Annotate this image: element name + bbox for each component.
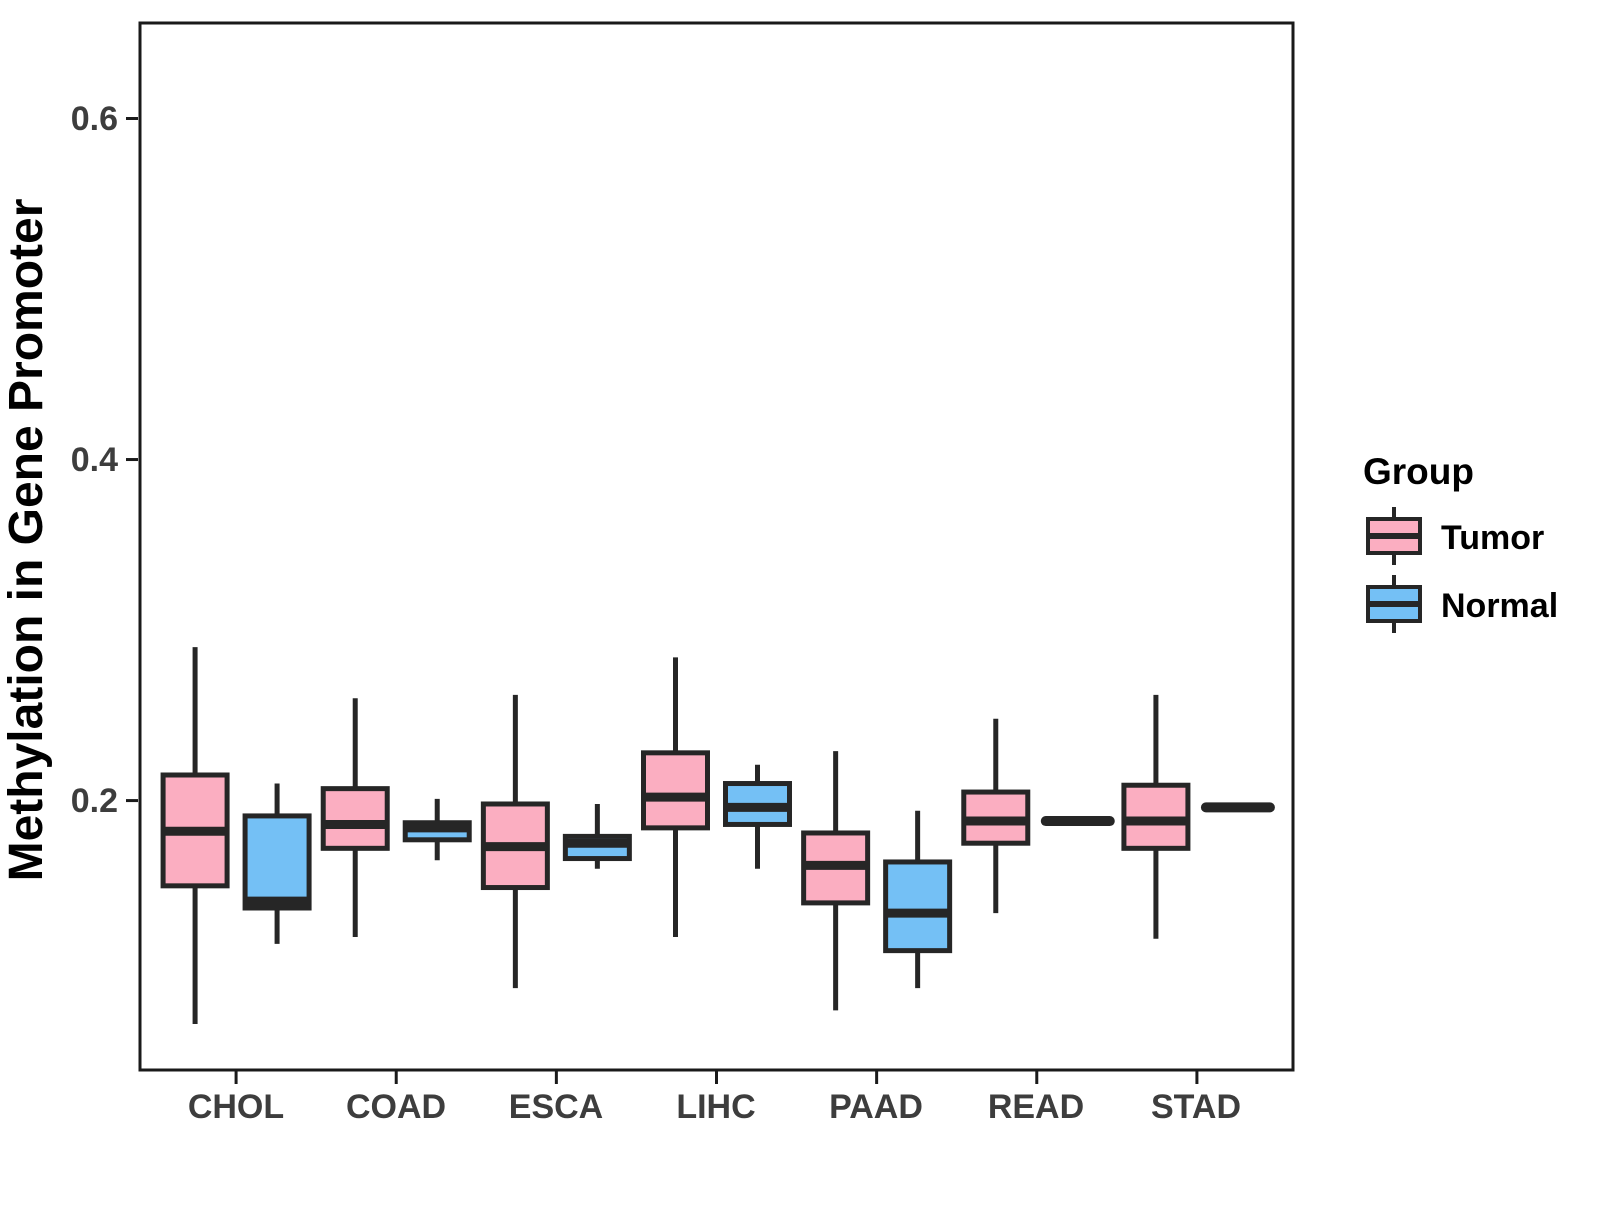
y-axis-title: Methylation in Gene Promoter [0,199,53,882]
y-tick-label-0-2: 0.2 [71,782,118,820]
x-tick-label-paad: PAAD [829,1088,923,1126]
x-tick-label-esca: ESCA [509,1088,603,1126]
y-tick-label-0-6: 0.6 [71,100,118,138]
chart-geometry [126,21,1422,1084]
legend-title: Group [1363,451,1474,492]
legend-label-normal: Normal [1441,587,1558,625]
x-tick-label-read: READ [988,1088,1084,1126]
box-normal-chol [242,813,312,911]
x-tick-label-stad: STAD [1151,1088,1241,1126]
x-tick-label-coad: COAD [346,1088,446,1126]
y-tick-label-0-4: 0.4 [71,441,118,479]
x-tick-label-chol: CHOL [188,1088,284,1126]
x-tick-label-lihc: LIHC [676,1088,755,1126]
box-tumor-lihc [641,750,710,831]
box-tumor-coad [320,786,390,851]
plot-panel-border [138,21,1295,1072]
legend-label-tumor: Tumor [1441,519,1544,557]
box-normal-paad [883,859,953,954]
